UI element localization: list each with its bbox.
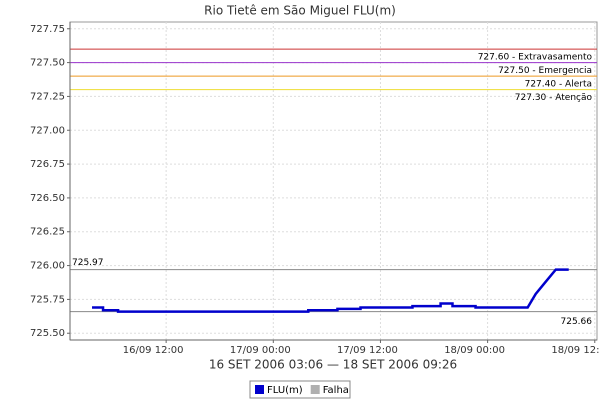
legend-label: FLU(m) bbox=[267, 385, 303, 396]
y-tick-label: 725.50 bbox=[30, 328, 65, 339]
threshold-label: 727.50 - Emergencia bbox=[498, 66, 592, 76]
threshold-label: 727.60 - Extravasamento bbox=[478, 53, 593, 63]
plot-area bbox=[69, 21, 598, 341]
legend-swatch bbox=[255, 385, 264, 394]
x-tick-label: 17/09 12:00 bbox=[337, 345, 398, 356]
legend-box bbox=[249, 380, 351, 399]
y-tick-label: 726.50 bbox=[30, 193, 65, 204]
y-tick-label: 727.25 bbox=[30, 91, 65, 102]
y-tick-label: 727.75 bbox=[30, 24, 65, 35]
y-tick-label: 727.50 bbox=[30, 58, 65, 69]
reference-label: 725.66 bbox=[561, 317, 593, 327]
data-line bbox=[92, 268, 569, 313]
threshold-label: 727.30 - Atenção bbox=[515, 93, 593, 103]
y-tick-label: 726.75 bbox=[30, 159, 65, 170]
threshold-label: 727.40 - Alerta bbox=[525, 80, 592, 90]
x-tick-label: 18/09 12:00 bbox=[551, 345, 600, 356]
y-tick-label: 727.00 bbox=[30, 125, 65, 136]
x-tick-label: 16/09 12:00 bbox=[123, 345, 184, 356]
legend-label: Falha bbox=[323, 385, 349, 396]
x-axis-label: 16 SET 2006 03:06 — 18 SET 2006 09:26 bbox=[209, 358, 457, 372]
legend-swatch bbox=[310, 385, 320, 394]
chart-title: Rio Tietê em São Miguel FLU(m) bbox=[204, 4, 396, 18]
y-tick-label: 726.25 bbox=[30, 227, 65, 238]
x-tick-label: 18/09 00:00 bbox=[444, 345, 505, 356]
reference-label: 725.97 bbox=[72, 258, 104, 268]
y-tick-label: 726.00 bbox=[30, 261, 65, 272]
y-tick-label: 725.75 bbox=[30, 294, 65, 305]
x-tick-label: 17/09 00:00 bbox=[230, 345, 291, 356]
